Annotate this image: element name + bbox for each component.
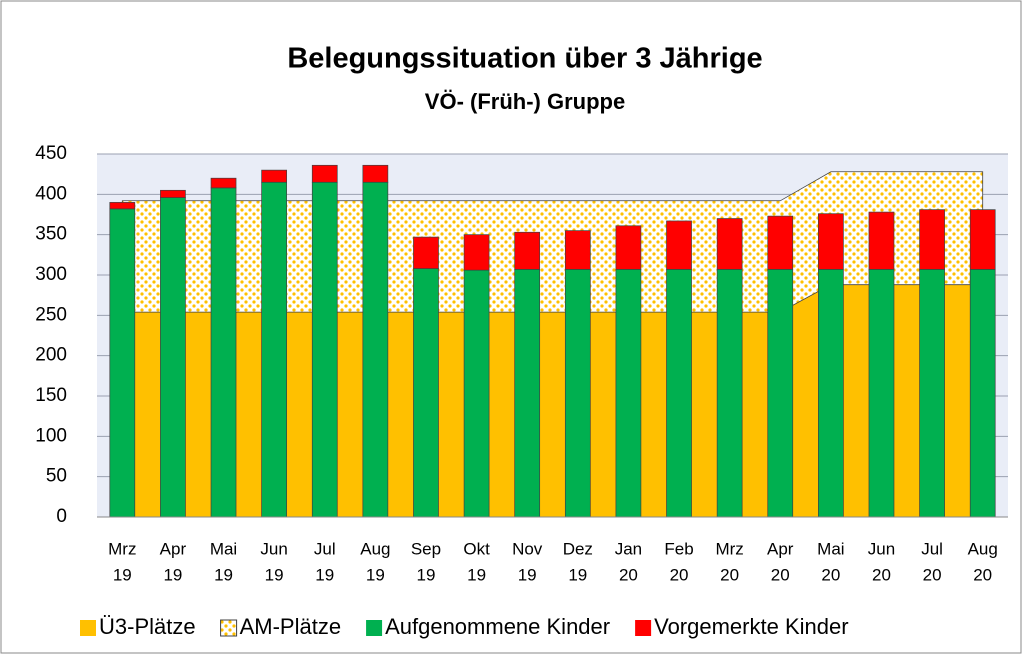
bar — [514, 231, 541, 270]
bar — [311, 164, 338, 183]
x-tick-label: 19 — [113, 565, 132, 584]
x-tick-label: Jan — [615, 539, 642, 558]
y-tick-label: 250 — [35, 304, 67, 325]
bar — [615, 225, 642, 270]
x-tick-label: 20 — [923, 565, 942, 584]
chart-subtitle: VÖ- (Früh-) Gruppe — [425, 89, 625, 114]
bar — [210, 187, 237, 518]
x-tick-label: 20 — [771, 565, 790, 584]
x-tick-label: 19 — [518, 565, 537, 584]
legend-swatch — [635, 620, 652, 636]
x-tick-label: Okt — [463, 539, 490, 558]
x-tick-label: 20 — [670, 565, 689, 584]
bar — [514, 269, 541, 518]
bar — [767, 269, 794, 518]
y-tick-label: 200 — [35, 345, 67, 366]
x-tick-label: Jun — [260, 539, 287, 558]
x-tick-label: 19 — [366, 565, 385, 584]
bar — [666, 269, 692, 518]
x-tick-label: Mai — [817, 539, 844, 558]
x-tick-label: 19 — [417, 565, 436, 584]
bar — [564, 269, 591, 518]
legend-label: Vorgemerkte Kinder — [654, 614, 848, 639]
legend-label: AM-Plätze — [240, 614, 341, 639]
bar — [767, 215, 794, 270]
bar — [868, 211, 895, 270]
x-tick-label: 19 — [163, 565, 182, 584]
x-tick-label: 20 — [821, 565, 840, 584]
legend-swatch — [220, 619, 238, 637]
bar — [160, 197, 186, 518]
bar — [109, 208, 136, 518]
legend-label: Aufgenommene Kinder — [385, 614, 610, 639]
bar — [261, 169, 287, 183]
bar — [362, 164, 389, 183]
bar — [818, 269, 844, 518]
x-tick-label: Dez — [563, 539, 593, 558]
bar — [413, 268, 439, 518]
x-tick-label: 20 — [720, 565, 739, 584]
x-tick-label: Apr — [767, 539, 794, 558]
x-tick-label: Mrz — [715, 539, 743, 558]
bar — [463, 269, 490, 518]
y-tick-label: 0 — [56, 506, 67, 527]
x-tick-label: Jul — [314, 539, 336, 558]
legend-swatch — [366, 620, 383, 636]
bar — [564, 230, 591, 270]
x-tick-label: Apr — [160, 539, 187, 558]
bar — [311, 181, 338, 518]
bar — [716, 269, 743, 518]
bar — [615, 269, 642, 518]
bar — [969, 269, 996, 518]
y-tick-label: 100 — [35, 425, 67, 446]
x-tick-label: 20 — [973, 565, 992, 584]
legend-swatch — [80, 620, 96, 636]
x-tick-label: 20 — [872, 565, 891, 584]
x-tick-label: 19 — [315, 565, 334, 584]
bar — [261, 181, 287, 518]
bar — [210, 177, 237, 189]
y-tick-label: 450 — [35, 143, 67, 164]
area — [122, 284, 983, 517]
x-tick-label: Sep — [411, 539, 441, 558]
x-tick-label: Jun — [868, 539, 895, 558]
x-tick-label: Aug — [360, 539, 390, 558]
bar — [666, 220, 692, 270]
x-tick-label: Nov — [512, 539, 543, 558]
x-tick-label: 19 — [214, 565, 233, 584]
bar — [362, 181, 389, 518]
bar — [969, 209, 996, 270]
x-tick-label: 20 — [619, 565, 638, 584]
x-tick-label: Aug — [968, 539, 998, 558]
y-tick-label: 150 — [35, 385, 67, 406]
x-tick-label: Feb — [664, 539, 693, 558]
bar — [818, 213, 844, 270]
bar — [160, 189, 186, 198]
y-tick-label: 300 — [35, 264, 67, 285]
x-tick-label: Jul — [921, 539, 943, 558]
x-tick-label: 19 — [467, 565, 486, 584]
bar — [868, 269, 895, 518]
y-tick-label: 400 — [35, 183, 67, 204]
bar — [413, 236, 439, 269]
y-tick-label: 50 — [46, 466, 67, 487]
bar — [716, 218, 743, 270]
bar — [109, 202, 136, 210]
legend-label: Ü3-Plätze — [99, 614, 196, 639]
x-tick-label: Mai — [210, 539, 237, 558]
x-tick-label: 19 — [265, 565, 284, 584]
x-tick-label: Mrz — [108, 539, 136, 558]
chart-title: Belegungssituation über 3 Jährige — [287, 43, 762, 75]
bar — [919, 209, 945, 270]
bar — [463, 234, 490, 271]
bar — [919, 269, 945, 518]
y-tick-label: 350 — [35, 224, 67, 245]
x-tick-label: 19 — [568, 565, 587, 584]
